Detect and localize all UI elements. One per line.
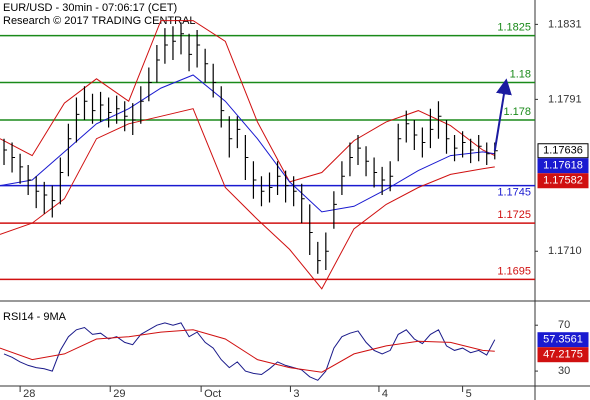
y-tick-label: 1.1831 <box>548 18 582 30</box>
price-tag-label: 1.17582 <box>543 175 583 187</box>
price-tag-label: 57.3561 <box>543 334 583 346</box>
y-tick-label: 70 <box>558 319 570 331</box>
price-tag-box <box>537 173 589 189</box>
level-label: 1.1745 <box>497 187 531 199</box>
chart-title: EUR/USD - 30min - 07:06:17 (CET) <box>3 2 177 14</box>
band-line <box>0 108 495 290</box>
panel-title: RSI14 - 9MA <box>3 311 67 323</box>
chart-subtitle: Research © 2017 TRADING CENTRAL <box>3 15 196 27</box>
x-tick-label: 3 <box>293 388 299 400</box>
x-tick-label: Oct <box>204 388 221 400</box>
y-tick-label: 30 <box>558 365 570 377</box>
x-tick-label: 29 <box>113 388 125 400</box>
band-line <box>0 20 496 183</box>
price-tag-box <box>537 332 589 348</box>
price-tag-box <box>537 347 589 363</box>
x-tick-label: 28 <box>23 388 35 400</box>
rsi-line <box>0 329 495 373</box>
price-tag-label: 47.2175 <box>543 349 583 361</box>
level-label: 1.1695 <box>497 265 531 277</box>
rsi-line <box>3 322 496 381</box>
level-label: 1.1725 <box>497 209 531 221</box>
level-label: 1.178 <box>503 106 531 118</box>
price-tag-box <box>537 158 589 174</box>
forecast-arrow <box>493 78 512 151</box>
x-tick-label: 4 <box>382 388 388 400</box>
x-tick-label: 5 <box>466 388 472 400</box>
price-tag-box <box>537 143 589 159</box>
price-tag-label: 1.17636 <box>543 145 583 157</box>
y-tick-label: 1.1791 <box>548 93 582 105</box>
y-tick-label: 1.1710 <box>548 245 582 257</box>
level-label: 1.1825 <box>497 22 531 34</box>
level-label: 1.18 <box>510 68 531 80</box>
band-line <box>0 74 495 213</box>
price-tag-label: 1.17618 <box>543 160 583 172</box>
